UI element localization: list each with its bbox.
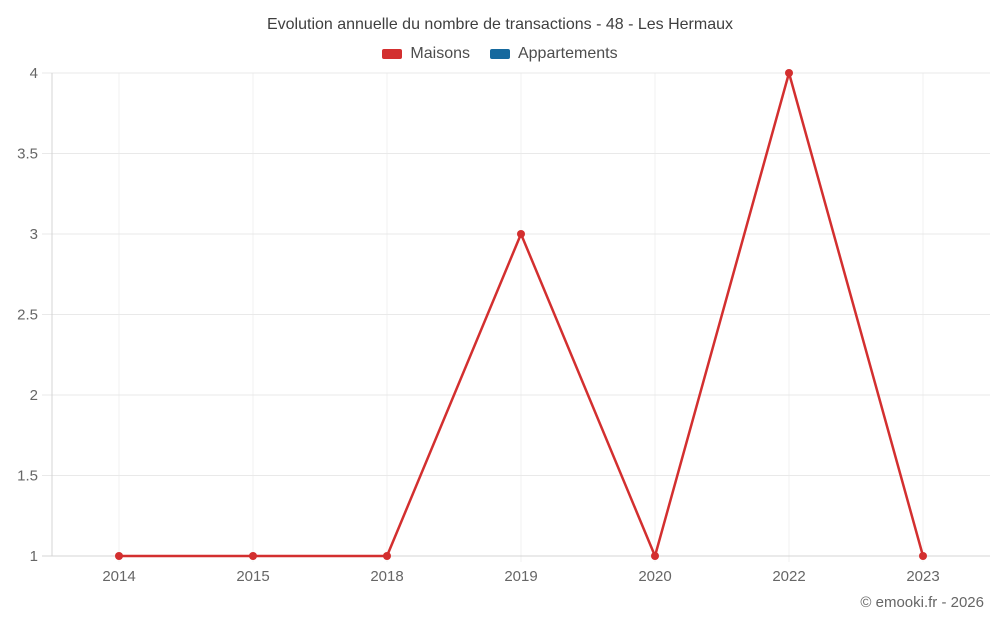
- y-tick-label-1: 1: [30, 548, 38, 565]
- legend-label-appartements: Appartements: [517, 45, 618, 62]
- data-point-maisons-2015[interactable]: [249, 552, 257, 560]
- data-point-maisons-2019[interactable]: [517, 230, 525, 238]
- y-tick-label-2: 2: [30, 387, 38, 404]
- y-tick-label-3: 3: [30, 226, 38, 243]
- x-tick-label-2020: 2020: [638, 568, 671, 585]
- chart-title: Evolution annuelle du nombre de transact…: [266, 16, 734, 33]
- y-tick-label-4: 4: [30, 65, 38, 82]
- x-tick-label-2018: 2018: [370, 568, 403, 585]
- data-point-maisons-2023[interactable]: [919, 552, 927, 560]
- data-point-maisons-2014[interactable]: [115, 552, 123, 560]
- x-tick-label-2019: 2019: [504, 568, 537, 585]
- y-tick-label-3.5: 3.5: [17, 146, 38, 163]
- data-point-maisons-2022[interactable]: [785, 69, 793, 77]
- maisons-swatch-icon: [382, 49, 403, 59]
- x-tick-label-2023: 2023: [906, 568, 939, 585]
- data-point-maisons-2020[interactable]: [651, 552, 659, 560]
- credit-link[interactable]: © emooki.fr - 2026: [860, 594, 984, 611]
- appartements-swatch-icon: [489, 49, 510, 59]
- legend-label-maisons: Maisons: [410, 45, 470, 62]
- legend-item-appartements[interactable]: Appartements: [489, 45, 618, 63]
- x-tick-label-2014: 2014: [102, 568, 135, 585]
- x-tick-label-2015: 2015: [236, 568, 269, 585]
- legend-item-maisons[interactable]: Maisons: [382, 45, 470, 63]
- x-tick-label-2022: 2022: [772, 568, 805, 585]
- data-point-maisons-2018[interactable]: [383, 552, 391, 560]
- legend: Maisons Appartements: [0, 45, 1000, 63]
- y-tick-label-2.5: 2.5: [17, 307, 38, 324]
- y-tick-label-1.5: 1.5: [17, 468, 38, 485]
